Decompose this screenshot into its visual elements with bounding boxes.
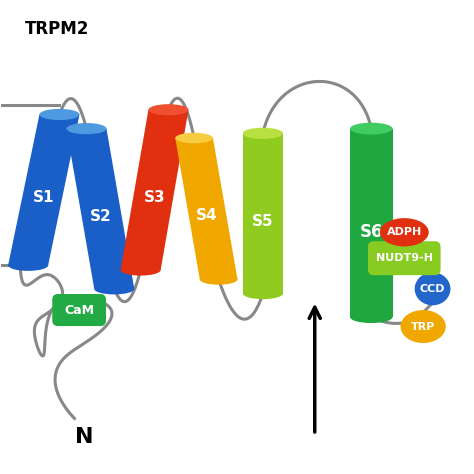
Ellipse shape (243, 288, 283, 299)
Ellipse shape (8, 260, 48, 271)
Text: TRP: TRP (411, 321, 435, 331)
Text: NUDT9-H: NUDT9-H (376, 253, 433, 263)
FancyBboxPatch shape (368, 241, 440, 275)
Text: S4: S4 (196, 208, 217, 223)
Text: S3: S3 (144, 191, 165, 205)
Ellipse shape (415, 273, 450, 305)
Ellipse shape (148, 104, 189, 115)
Ellipse shape (350, 311, 392, 323)
Ellipse shape (243, 128, 283, 139)
Text: CCD: CCD (420, 284, 445, 294)
Polygon shape (350, 128, 392, 317)
Polygon shape (243, 133, 283, 293)
Polygon shape (8, 115, 80, 265)
Text: S2: S2 (90, 209, 111, 224)
FancyBboxPatch shape (52, 294, 106, 326)
Ellipse shape (175, 133, 213, 143)
Ellipse shape (66, 123, 107, 134)
Text: S6: S6 (360, 223, 383, 241)
Text: CaM: CaM (64, 303, 94, 317)
Ellipse shape (39, 109, 80, 120)
Text: S5: S5 (252, 214, 273, 229)
Polygon shape (66, 128, 134, 289)
Ellipse shape (350, 123, 392, 135)
Text: ADPH: ADPH (387, 228, 422, 237)
Polygon shape (120, 110, 189, 270)
Ellipse shape (200, 274, 237, 285)
Ellipse shape (94, 283, 134, 294)
Ellipse shape (380, 218, 429, 246)
Text: S1: S1 (33, 190, 55, 205)
Ellipse shape (401, 310, 446, 343)
Text: TRPM2: TRPM2 (25, 20, 89, 38)
Polygon shape (175, 138, 237, 279)
Ellipse shape (120, 264, 161, 275)
Text: N: N (74, 427, 93, 447)
